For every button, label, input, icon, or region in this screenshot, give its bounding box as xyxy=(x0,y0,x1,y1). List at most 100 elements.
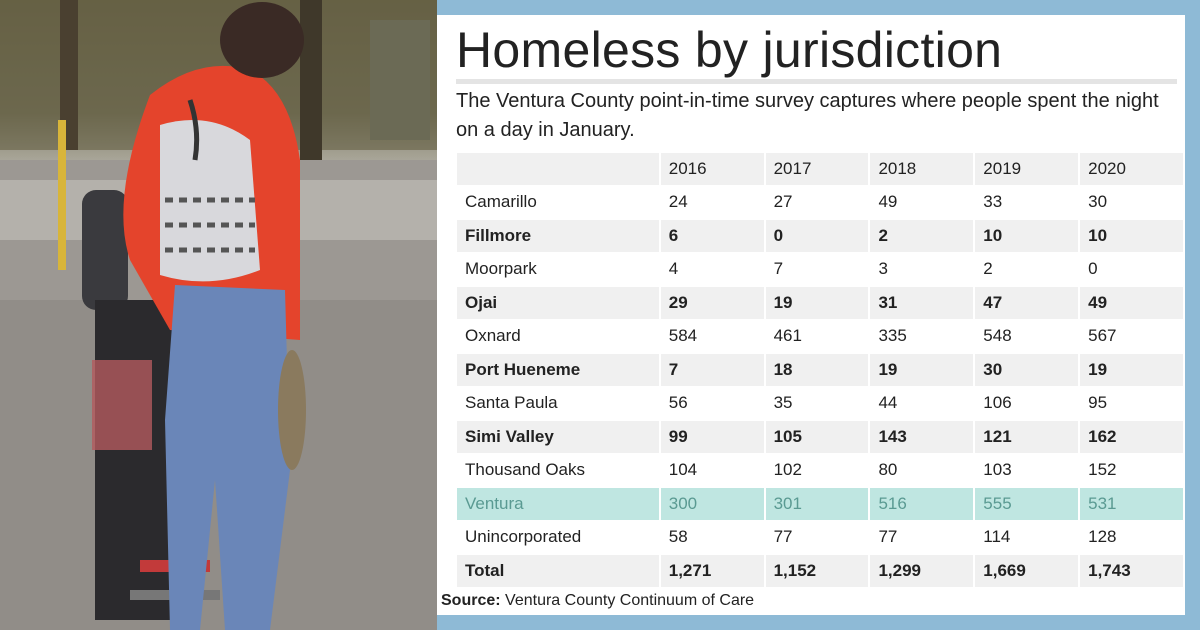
table-cell: 300 xyxy=(660,488,764,520)
header-cell-2017: 2017 xyxy=(765,153,869,185)
table-row: Santa Paula 56 35 44 106 95 xyxy=(457,388,1183,420)
row-label: Santa Paula xyxy=(465,393,558,413)
row-label: Ojai xyxy=(457,287,659,319)
table-panel: Homeless by jurisdiction The Ventura Cou… xyxy=(437,15,1185,615)
table-cell: 1,743 xyxy=(1080,555,1183,587)
jurisdiction-table: 2016 2017 2018 2019 2020 Camarillo 24 27 49… xyxy=(455,151,1185,589)
source-line: Source: Ventura County Continuum of Care xyxy=(441,592,754,610)
table-cell: 3 xyxy=(878,259,888,279)
table-cell: 114 xyxy=(983,527,1011,547)
table-cell: 24 xyxy=(668,192,688,212)
table-cell: 1,152 xyxy=(765,555,869,587)
table-cell: 58 xyxy=(668,527,688,547)
table-row: Moorpark 4 7 3 2 0 xyxy=(457,254,1183,286)
table-cell: 7 xyxy=(660,354,764,386)
photo-illustration xyxy=(0,0,437,630)
header-cell-2020: 2020 xyxy=(1080,153,1183,185)
table-cell: 30 xyxy=(1088,192,1108,212)
table-cell: 56 xyxy=(668,393,688,413)
table-cell: 33 xyxy=(983,192,1003,212)
row-label: Port Hueneme xyxy=(457,354,659,386)
header-cell-2019: 2019 xyxy=(975,153,1079,185)
table-row: Unincorporated 58 77 77 114 128 xyxy=(457,522,1183,554)
table-cell: 35 xyxy=(773,393,793,413)
table-cell: 77 xyxy=(773,527,793,547)
table-cell: 548 xyxy=(983,326,1012,346)
table-cell: 19 xyxy=(765,287,869,319)
table-cell: 301 xyxy=(765,488,869,520)
table-cell: 4 xyxy=(668,259,679,279)
header-cell-2018: 2018 xyxy=(870,153,974,185)
table-title: Homeless by jurisdiction xyxy=(456,22,1003,78)
table-cell: 44 xyxy=(878,393,898,413)
table-cell: 77 xyxy=(878,527,898,547)
table-cell: 10 xyxy=(975,220,1079,252)
row-label: Thousand Oaks xyxy=(465,460,586,480)
table-cell: 49 xyxy=(878,192,898,212)
table-cell: 0 xyxy=(765,220,869,252)
table-row: Ventura 300 301 516 555 531 xyxy=(457,488,1183,520)
header-cell-blank xyxy=(457,153,659,185)
table-cell: 102 xyxy=(773,460,802,480)
table-cell: 2 xyxy=(870,220,974,252)
table-cell: 95 xyxy=(1088,393,1108,413)
table-cell: 30 xyxy=(975,354,1079,386)
table-cell: 143 xyxy=(870,421,974,453)
source-text: Ventura County Continuum of Care xyxy=(505,592,755,609)
table-row: Ojai 29 19 31 47 49 xyxy=(457,287,1183,319)
row-label: Moorpark xyxy=(465,259,537,279)
row-label: Simi Valley xyxy=(457,421,659,453)
row-label: Unincorporated xyxy=(465,527,582,547)
table-cell: 555 xyxy=(975,488,1079,520)
table-cell: 80 xyxy=(878,460,898,480)
table-cell: 29 xyxy=(660,287,764,319)
row-label: Fillmore xyxy=(457,220,659,252)
table-cell: 105 xyxy=(765,421,869,453)
table-cell: 27 xyxy=(773,192,793,212)
table-cell: 2 xyxy=(983,259,993,279)
table-cell: 103 xyxy=(983,460,1012,480)
table-cell: 19 xyxy=(1080,354,1183,386)
table-row: Fillmore 6 0 2 10 10 xyxy=(457,220,1183,252)
table-row: Simi Valley 99 105 143 121 162 xyxy=(457,421,1183,453)
table-cell: 47 xyxy=(975,287,1079,319)
table-row: Camarillo 24 27 49 33 30 xyxy=(457,187,1183,219)
source-label: Source: xyxy=(441,592,501,609)
header-cell-2016: 2016 xyxy=(660,153,764,185)
table-cell: 516 xyxy=(870,488,974,520)
photo-person-with-stroller xyxy=(0,0,437,630)
table-cell: 1,271 xyxy=(660,555,764,587)
table-cell: 19 xyxy=(870,354,974,386)
table-cell: 31 xyxy=(870,287,974,319)
row-label: Ventura xyxy=(457,488,659,520)
table-cell: 461 xyxy=(773,326,802,346)
table-cell: 7 xyxy=(773,259,784,279)
table-subtitle: The Ventura County point-in-time survey … xyxy=(456,90,1159,141)
table-cell: 128 xyxy=(1088,527,1117,547)
table-row: Oxnard 584 461 335 548 567 xyxy=(457,321,1183,353)
table-cell: 121 xyxy=(975,421,1079,453)
table-cell: 152 xyxy=(1088,460,1117,480)
table-cell: 335 xyxy=(878,326,907,346)
table-cell: 1,299 xyxy=(870,555,974,587)
table-cell: 531 xyxy=(1080,488,1183,520)
table-cell: 567 xyxy=(1088,326,1117,346)
table-header-row: 2016 2017 2018 2019 2020 xyxy=(457,153,1183,185)
row-label: Camarillo xyxy=(465,192,537,212)
table-cell: 6 xyxy=(660,220,764,252)
table-cell: 1,669 xyxy=(975,555,1079,587)
table-cell: 49 xyxy=(1080,287,1183,319)
table-row: Port Hueneme 7 18 19 30 19 xyxy=(457,354,1183,386)
table-cell: 106 xyxy=(983,393,1012,413)
table-cell: 10 xyxy=(1080,220,1183,252)
table-cell: 99 xyxy=(660,421,764,453)
title-divider xyxy=(456,79,1177,84)
table-row: Total 1,271 1,152 1,299 1,669 1,743 xyxy=(457,555,1183,587)
row-label: Oxnard xyxy=(465,326,521,346)
table-body: Camarillo 24 27 49 33 30 Fillmore 6 0 2 10 10 Moorpa… xyxy=(457,187,1183,587)
table-cell: 18 xyxy=(765,354,869,386)
table-cell: 0 xyxy=(1088,259,1098,279)
table-cell: 162 xyxy=(1080,421,1183,453)
table-cell: 104 xyxy=(668,460,698,480)
table-row: Thousand Oaks 104 102 80 103 152 xyxy=(457,455,1183,487)
